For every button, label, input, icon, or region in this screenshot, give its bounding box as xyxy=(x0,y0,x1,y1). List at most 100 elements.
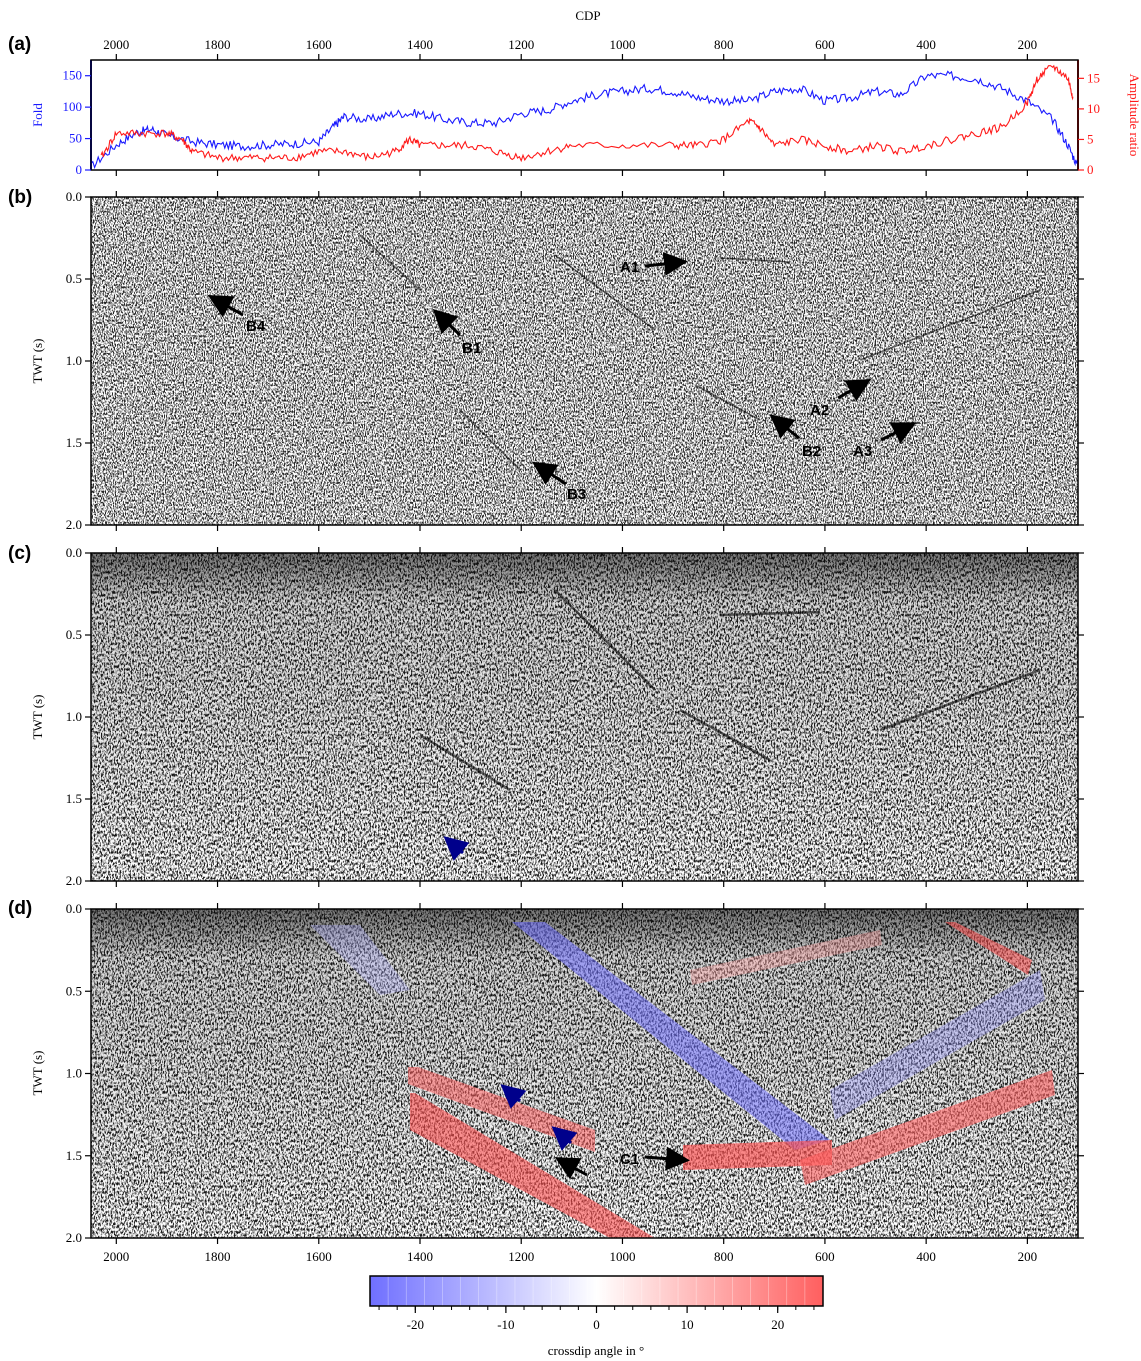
label-a1: A1 xyxy=(620,259,639,276)
label-a3: A3 xyxy=(853,443,872,460)
panel-a-background xyxy=(91,60,1078,170)
twt-axis-label-b: TWT (s) xyxy=(30,339,45,384)
twt-axis-label-d: TWT (s) xyxy=(30,1051,45,1096)
amp-tick-label: 0 xyxy=(1087,162,1094,177)
twt-tick-label: 1.5 xyxy=(66,1148,82,1163)
amp-axis-ticks: 0 5 10 15 xyxy=(1078,70,1100,177)
cdp-top-tick-label: 600 xyxy=(815,37,835,52)
cdp-top-tick-label: 1400 xyxy=(407,37,433,52)
fold-axis-label: Fold xyxy=(30,103,45,127)
twt-ticks-c: 0.0 0.5 1.0 1.5 2.0 xyxy=(66,545,1084,888)
twt-tick-label: 1.5 xyxy=(66,435,82,450)
twt-tick-label: 2.0 xyxy=(66,517,82,532)
twt-tick-label: 0.5 xyxy=(66,627,82,642)
cdp-bottom-tick-label: 1600 xyxy=(306,1249,332,1264)
fold-tick-label: 150 xyxy=(63,68,83,83)
blue-arrows-d xyxy=(443,836,578,1151)
panel-letter-a: (a) xyxy=(8,34,31,55)
cdp-bottom-tick-label: 1800 xyxy=(205,1249,231,1264)
overlay-blue-main xyxy=(512,922,830,1150)
colorbar-tick-label: 0 xyxy=(593,1317,600,1332)
cdp-bottom-tick-label: 400 xyxy=(916,1249,936,1264)
cdp-bottom-tick-label: 200 xyxy=(1018,1249,1038,1264)
overlay-red-c1 xyxy=(683,1140,832,1170)
twt-tick-label: 0.0 xyxy=(66,545,82,560)
arrow-b3 xyxy=(531,461,567,486)
overlay-red-upper-left xyxy=(408,1067,595,1152)
twt-tick-label: 1.5 xyxy=(66,791,82,806)
colorbar-ticks: -20 -10 0 10 20 xyxy=(378,1306,815,1332)
panel-letter-c: (c) xyxy=(8,543,31,564)
cdp-top-tick-label: 800 xyxy=(714,37,734,52)
colorbar-tick-label: -10 xyxy=(497,1317,514,1332)
twt-tick-label: 1.0 xyxy=(66,709,82,724)
arrow-a2 xyxy=(837,379,872,402)
reflector-traces-c xyxy=(419,589,1041,792)
colorbar-tick-label: 10 xyxy=(681,1317,694,1332)
cdp-top-tick-label: 1000 xyxy=(609,37,635,52)
cdp-top-tick-label: 1600 xyxy=(306,37,332,52)
colorbar-tick-label: 20 xyxy=(771,1317,784,1332)
label-b3: B3 xyxy=(567,486,586,503)
fold-tick-label: 50 xyxy=(69,131,82,146)
overlay-blue-right xyxy=(830,970,1045,1120)
colorbar-gradient xyxy=(370,1276,823,1306)
cdp-bottom-tick-label: 600 xyxy=(815,1249,835,1264)
twt-tick-label: 1.0 xyxy=(66,1066,82,1081)
panel-a-frame xyxy=(90,59,1079,171)
blue-arrow-1 xyxy=(443,836,470,861)
cdp-bottom-tick-label: 800 xyxy=(714,1249,734,1264)
overlay-red-lower-left xyxy=(410,1093,655,1238)
amplitude-ratio-series-line xyxy=(100,64,1074,163)
fold-axis-ticks: 0 50 100 150 xyxy=(63,68,91,177)
amp-axis-label: Amplitude ratio xyxy=(1127,74,1141,157)
cdp-bottom-tick-label: 1200 xyxy=(508,1249,534,1264)
label-c1: C1 xyxy=(620,1151,639,1168)
fold-series-line xyxy=(90,70,1079,170)
overlay-red-right xyxy=(800,1070,1055,1185)
cdp-bottom-ticks: 2000 1800 1600 1400 1200 1000 800 600 400 200 xyxy=(103,1238,1037,1264)
top-axis-title: CDP xyxy=(575,8,600,23)
near-surface-band-c xyxy=(91,553,1078,881)
colorbar-steps xyxy=(369,1276,806,1306)
twt-tick-label: 0.5 xyxy=(66,271,82,286)
cdp-top-tick-label: 1800 xyxy=(205,37,231,52)
twt-ticks-d: 0.0 0.5 1.0 1.5 2.0 xyxy=(66,901,1084,1245)
cdp-top-tick-label: 400 xyxy=(916,37,936,52)
amp-tick-label: 5 xyxy=(1087,131,1094,146)
overlay-red-faint xyxy=(690,930,882,985)
twt-tick-label: 0.0 xyxy=(66,189,82,204)
twt-axis-label-c: TWT (s) xyxy=(30,695,45,740)
black-arrows-d xyxy=(554,1146,690,1180)
twt-tick-label: 0.0 xyxy=(66,901,82,916)
panel-c: (c) 0.0 0.5 1.0 1.5 2.0 TWT (s) xyxy=(8,543,1084,888)
panel-a: (a) 2000 1800 1600 1400 1200 1000 800 600 400 200… xyxy=(8,34,1141,909)
twt-tick-label: 2.0 xyxy=(66,873,82,888)
twt-tick-label: 1.0 xyxy=(66,353,82,368)
cdp-top-tick-label: 2000 xyxy=(103,37,129,52)
crossdip-overlays xyxy=(310,922,1055,1238)
panel-d: (d) 0.0 0.5 1.0 1.5 2.0 2000 1800 1600 1400 1200… xyxy=(8,836,1084,1264)
colorbar-label: crossdip angle in ° xyxy=(548,1343,645,1358)
label-a2: A2 xyxy=(810,402,829,419)
cdp-top-tick-label: 200 xyxy=(1018,37,1038,52)
label-b2: B2 xyxy=(802,443,821,460)
reflector-traces-b xyxy=(359,234,1041,471)
colorbar-tick-label: -20 xyxy=(407,1317,424,1332)
cdp-bottom-tick-label: 1400 xyxy=(407,1249,433,1264)
overlay-blue-faint xyxy=(310,925,410,995)
panel-letter-b: (b) xyxy=(8,187,32,208)
seismic-section-b xyxy=(91,197,1078,525)
overlay-red-top-right xyxy=(945,922,1032,975)
arrow-b4 xyxy=(207,295,244,318)
blue-arrow-3 xyxy=(551,1126,578,1151)
amp-tick-label: 15 xyxy=(1087,70,1100,85)
twt-tick-label: 0.5 xyxy=(66,983,82,998)
twt-tick-label: 2.0 xyxy=(66,1230,82,1245)
arrow-b1 xyxy=(432,308,462,337)
amp-tick-label: 10 xyxy=(1087,101,1100,116)
arrow-a1 xyxy=(644,252,688,276)
label-b4: B4 xyxy=(246,318,266,335)
arrow-b2 xyxy=(769,414,800,440)
arrow-unlabeled-d xyxy=(554,1157,588,1180)
